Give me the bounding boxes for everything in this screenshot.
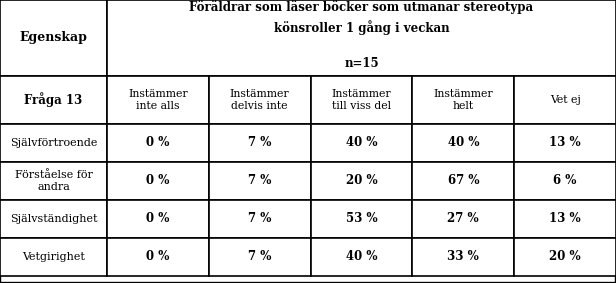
Bar xyxy=(0,200,107,238)
Text: 7 %: 7 % xyxy=(248,136,272,149)
Bar xyxy=(107,162,209,200)
Bar xyxy=(0,238,107,276)
Text: Vetgirighet: Vetgirighet xyxy=(22,252,85,262)
Text: Vet ej: Vet ej xyxy=(549,95,580,105)
Text: Fråga 13: Fråga 13 xyxy=(25,93,83,108)
Text: 13 %: 13 % xyxy=(549,213,581,226)
Bar xyxy=(310,238,412,276)
Bar xyxy=(107,0,616,76)
Text: Föräldrar som läser böcker som utmanar stereotypa
könsroller 1 gång i veckan

n=: Föräldrar som läser böcker som utmanar s… xyxy=(190,1,533,70)
Text: Förståelse för
andra: Förståelse för andra xyxy=(15,170,92,192)
Bar xyxy=(514,162,616,200)
Text: 0 %: 0 % xyxy=(146,213,169,226)
Bar xyxy=(310,124,412,162)
Text: 0 %: 0 % xyxy=(146,175,169,188)
Bar xyxy=(107,200,209,238)
Bar xyxy=(514,238,616,276)
Text: 53 %: 53 % xyxy=(346,213,378,226)
Text: 40 %: 40 % xyxy=(346,250,377,263)
Bar xyxy=(514,124,616,162)
Bar xyxy=(0,124,107,162)
Text: 20 %: 20 % xyxy=(346,175,378,188)
Text: 0 %: 0 % xyxy=(146,250,169,263)
Bar xyxy=(412,124,514,162)
Bar xyxy=(0,162,107,200)
Text: 0 %: 0 % xyxy=(146,136,169,149)
Text: Självförtroende: Självförtroende xyxy=(10,138,97,148)
Text: 40 %: 40 % xyxy=(448,136,479,149)
Text: 27 %: 27 % xyxy=(447,213,479,226)
Bar xyxy=(209,200,310,238)
Bar xyxy=(412,200,514,238)
Bar xyxy=(209,124,310,162)
Text: 67 %: 67 % xyxy=(448,175,479,188)
Text: 7 %: 7 % xyxy=(248,250,272,263)
Bar xyxy=(209,238,310,276)
Text: 7 %: 7 % xyxy=(248,175,272,188)
Bar xyxy=(514,200,616,238)
Text: 13 %: 13 % xyxy=(549,136,581,149)
Text: Instämmer
inte alls: Instämmer inte alls xyxy=(128,89,188,111)
Bar xyxy=(107,76,209,124)
Text: Egenskap: Egenskap xyxy=(20,31,87,44)
Bar xyxy=(107,124,209,162)
Text: 6 %: 6 % xyxy=(553,175,577,188)
Bar xyxy=(412,238,514,276)
Text: 33 %: 33 % xyxy=(447,250,479,263)
Bar xyxy=(514,76,616,124)
Bar xyxy=(0,0,107,76)
Bar xyxy=(107,238,209,276)
Text: Instämmer
till viss del: Instämmer till viss del xyxy=(331,89,391,111)
Bar xyxy=(209,162,310,200)
Text: Instämmer
delvis inte: Instämmer delvis inte xyxy=(230,89,290,111)
Bar xyxy=(310,162,412,200)
Bar xyxy=(209,76,310,124)
Text: 20 %: 20 % xyxy=(549,250,581,263)
Bar xyxy=(412,162,514,200)
Bar xyxy=(310,200,412,238)
Text: 40 %: 40 % xyxy=(346,136,377,149)
Text: Självständighet: Självständighet xyxy=(10,214,97,224)
Bar xyxy=(412,76,514,124)
Bar xyxy=(310,76,412,124)
Text: Instämmer
helt: Instämmer helt xyxy=(434,89,493,111)
Text: 7 %: 7 % xyxy=(248,213,272,226)
Bar xyxy=(0,76,107,124)
